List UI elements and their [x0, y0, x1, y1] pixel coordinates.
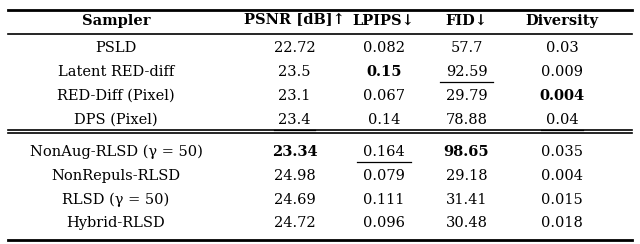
- Text: 92.59: 92.59: [445, 65, 488, 79]
- Text: 24.72: 24.72: [274, 216, 316, 230]
- Text: 0.004: 0.004: [540, 89, 585, 103]
- Text: LPIPS↓: LPIPS↓: [353, 14, 415, 28]
- Text: Sampler: Sampler: [82, 14, 150, 28]
- Text: 23.5: 23.5: [278, 65, 311, 79]
- Text: 0.079: 0.079: [363, 169, 404, 183]
- Text: 0.015: 0.015: [541, 193, 583, 207]
- Text: PSLD: PSLD: [95, 41, 137, 55]
- Text: 0.018: 0.018: [541, 216, 583, 230]
- Text: PSNR [dB]↑: PSNR [dB]↑: [244, 14, 345, 28]
- Text: 0.067: 0.067: [363, 89, 404, 103]
- Text: RLSD (γ = 50): RLSD (γ = 50): [63, 192, 170, 207]
- Text: 29.18: 29.18: [445, 169, 488, 183]
- Text: NonAug-RLSD (γ = 50): NonAug-RLSD (γ = 50): [29, 145, 202, 159]
- Text: 23.4: 23.4: [278, 113, 311, 127]
- Text: 98.65: 98.65: [444, 145, 490, 159]
- Text: 0.15: 0.15: [366, 65, 401, 79]
- Text: 0.096: 0.096: [363, 216, 404, 230]
- Text: 57.7: 57.7: [451, 41, 483, 55]
- Text: 23.1: 23.1: [278, 89, 310, 103]
- Text: Diversity: Diversity: [525, 14, 598, 28]
- Text: 0.14: 0.14: [367, 113, 400, 127]
- Text: 78.88: 78.88: [445, 113, 488, 127]
- Text: NonRepuls-RLSD: NonRepuls-RLSD: [52, 169, 180, 183]
- Text: 29.79: 29.79: [445, 89, 488, 103]
- Text: 24.98: 24.98: [274, 169, 316, 183]
- Text: 0.004: 0.004: [541, 169, 583, 183]
- Text: 30.48: 30.48: [445, 216, 488, 230]
- Text: 0.03: 0.03: [546, 41, 579, 55]
- Text: Latent RED-diff: Latent RED-diff: [58, 65, 174, 79]
- Text: 0.111: 0.111: [363, 193, 404, 207]
- Text: 0.009: 0.009: [541, 65, 583, 79]
- Text: FID↓: FID↓: [445, 14, 488, 28]
- Text: 0.164: 0.164: [363, 145, 404, 159]
- Text: 23.34: 23.34: [272, 145, 317, 159]
- Text: RED-Diff (Pixel): RED-Diff (Pixel): [57, 89, 175, 103]
- Text: 22.72: 22.72: [274, 41, 316, 55]
- Text: 24.69: 24.69: [274, 193, 316, 207]
- Text: Hybrid-RLSD: Hybrid-RLSD: [67, 216, 166, 230]
- Text: 0.04: 0.04: [546, 113, 579, 127]
- Text: DPS (Pixel): DPS (Pixel): [74, 113, 158, 127]
- Text: 31.41: 31.41: [446, 193, 487, 207]
- Text: 0.035: 0.035: [541, 145, 583, 159]
- Text: 0.082: 0.082: [363, 41, 404, 55]
